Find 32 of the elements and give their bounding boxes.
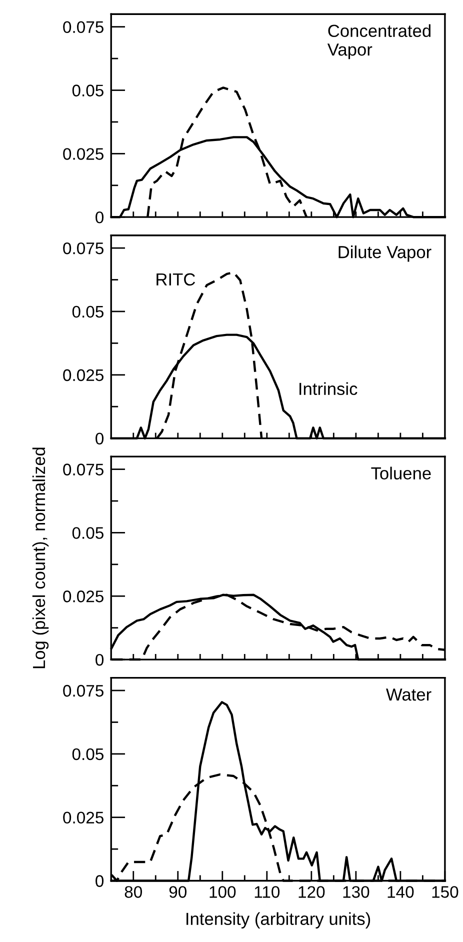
y-tick-label: 0.025	[63, 590, 104, 602]
y-tick-label: 0	[96, 875, 104, 887]
y-tick-label: 0	[96, 654, 104, 666]
y-tick-label: 0	[96, 432, 104, 445]
y-tick-label: 0.05	[72, 306, 104, 318]
x-tick-label: 120	[298, 886, 325, 898]
text: Dilute Vapor	[338, 246, 432, 262]
y-tick-label: 0.025	[63, 369, 104, 382]
x-tick-label: 110	[254, 886, 280, 898]
series-label: RITC	[156, 273, 196, 286]
y-tick-label: 0.075	[63, 242, 104, 254]
y-tick-label: 0.025	[63, 812, 104, 824]
y-tick-label: 0	[96, 211, 104, 224]
x-tick-label: 80	[124, 886, 142, 898]
y-tick-label: 0.075	[63, 684, 104, 697]
x-axis-title: Intensity (arbitrary units)	[186, 912, 370, 928]
chart-title: Toluene	[371, 466, 431, 480]
y-tick-label: 0.075	[63, 464, 104, 476]
chart-title: Water	[386, 688, 432, 701]
x-tick-label: 100	[210, 886, 236, 898]
x-tick-label: 130	[343, 886, 370, 898]
x-tick-label: 140	[388, 886, 414, 898]
y-tick-label: 0.075	[63, 21, 104, 34]
x-tick-label: 90	[169, 886, 187, 898]
y-tick-label: 0.05	[72, 84, 104, 96]
text: Concentrated Vapor	[327, 24, 430, 60]
x-tick-label: 150	[432, 886, 458, 898]
series-label: Intrinsic	[300, 382, 358, 396]
y-tick-label: 0.05	[72, 748, 104, 760]
y-tick-label: 0.025	[63, 148, 104, 160]
y-tick-label: 0.05	[72, 527, 104, 539]
y-axis-title: Log (pixel count), normalized	[32, 448, 49, 668]
